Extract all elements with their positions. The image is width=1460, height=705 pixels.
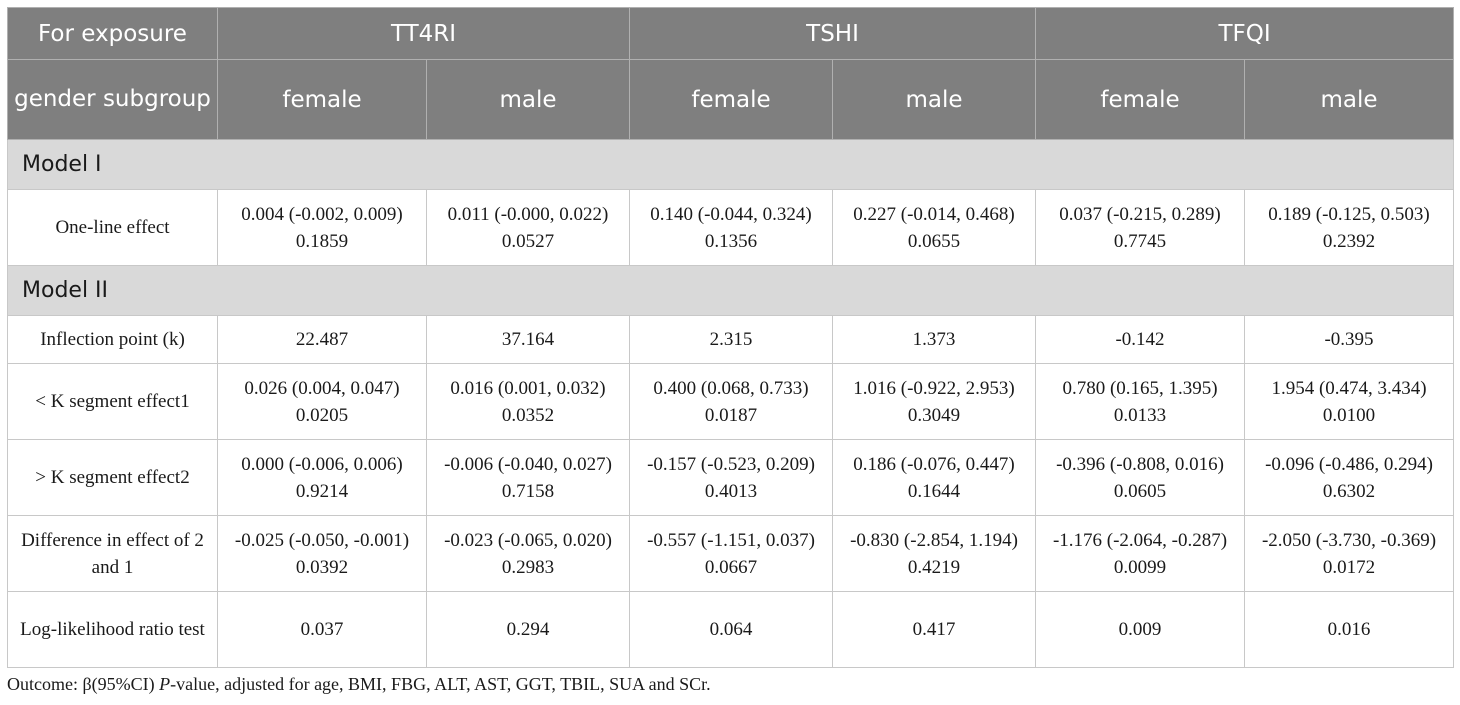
row-label: > K segment effect2: [7, 439, 218, 516]
subgroup-col-header: female: [1035, 59, 1246, 140]
footnote-pvalue: P: [159, 674, 171, 694]
exposure-header: For exposure: [7, 7, 218, 60]
table-cell: -0.096 (-0.486, 0.294) 0.6302: [1244, 439, 1455, 516]
table-cell: 0.186 (-0.076, 0.447) 0.1644: [831, 439, 1037, 516]
table-cell: 0.780 (0.165, 1.395) 0.0133: [1035, 363, 1246, 440]
table-cell: 0.016 (0.001, 0.032) 0.0352: [426, 363, 630, 440]
model-i-section-row: Model I: [6, 139, 1455, 190]
table-cell: 0.011 (-0.000, 0.022) 0.0527: [426, 189, 630, 266]
table-cell: 0.417: [831, 591, 1037, 668]
table-cell: -0.557 (-1.151, 0.037) 0.0667: [629, 515, 833, 592]
table-cell: 37.164: [426, 315, 630, 364]
table-row: Inflection point (k) 22.487 37.164 2.315…: [7, 315, 1455, 364]
footnote-suffix: -value, adjusted for age, BMI, FBG, ALT,…: [170, 674, 711, 694]
table-cell: 1.954 (0.474, 3.434) 0.0100: [1244, 363, 1455, 440]
table-row: Difference in effect of 2 and 1 -0.025 (…: [7, 515, 1455, 592]
table-cell: 2.315: [629, 315, 833, 364]
row-label: Difference in effect of 2 and 1: [7, 515, 218, 592]
table-cell: -0.142: [1035, 315, 1246, 364]
header-row-subgroups: gender subgroup female male female male …: [7, 59, 1455, 140]
table-cell: -2.050 (-3.730, -0.369) 0.0172: [1244, 515, 1455, 592]
table-cell: 1.016 (-0.922, 2.953) 0.3049: [831, 363, 1037, 440]
table-cell: 0.037: [217, 591, 427, 668]
results-table-container: For exposure TT4RI TSHI TFQI gender subg…: [6, 7, 1455, 668]
table-cell: 0.294: [426, 591, 630, 668]
row-label: Inflection point (k): [7, 315, 218, 364]
footnote-prefix: Outcome: β(95%CI): [7, 674, 160, 694]
table-cell: -0.830 (-2.854, 1.194) 0.4219: [831, 515, 1037, 592]
table-cell: -0.023 (-0.065, 0.020) 0.2983: [426, 515, 630, 592]
table-row: < K segment effect1 0.026 (0.004, 0.047)…: [7, 363, 1455, 440]
table-cell: -0.025 (-0.050, -0.001) 0.0392: [217, 515, 427, 592]
table-cell: 0.037 (-0.215, 0.289) 0.7745: [1035, 189, 1246, 266]
model-i-title: Model I: [6, 139, 1455, 190]
table-cell: 0.004 (-0.002, 0.009) 0.1859: [217, 189, 427, 266]
table-cell: 0.000 (-0.006, 0.006) 0.9214: [217, 439, 427, 516]
model-ii-title: Model II: [6, 265, 1455, 316]
table-cell: 0.140 (-0.044, 0.324) 0.1356: [629, 189, 833, 266]
header-row-groups: For exposure TT4RI TSHI TFQI: [7, 7, 1455, 60]
table-row: One-line effect 0.004 (-0.002, 0.009) 0.…: [7, 189, 1455, 266]
table-cell: 0.400 (0.068, 0.733) 0.0187: [629, 363, 833, 440]
group-header-tt4ri: TT4RI: [217, 7, 630, 60]
table-cell: 0.026 (0.004, 0.047) 0.0205: [217, 363, 427, 440]
subgroup-col-header: male: [831, 59, 1037, 140]
table-cell: -0.395: [1244, 315, 1455, 364]
table-cell: 0.016: [1244, 591, 1455, 668]
subgroup-header: gender subgroup: [7, 59, 218, 140]
table-cell: -1.176 (-2.064, -0.287) 0.0099: [1035, 515, 1246, 592]
table-cell: 1.373: [831, 315, 1037, 364]
table-cell: 0.227 (-0.014, 0.468) 0.0655: [831, 189, 1037, 266]
row-label: < K segment effect1: [7, 363, 218, 440]
table-row: Log-likelihood ratio test 0.037 0.294 0.…: [7, 591, 1455, 668]
table-cell: -0.396 (-0.808, 0.016) 0.0605: [1035, 439, 1246, 516]
results-table: For exposure TT4RI TSHI TFQI gender subg…: [6, 7, 1455, 668]
table-cell: 0.009: [1035, 591, 1246, 668]
table-cell: 0.189 (-0.125, 0.503) 0.2392: [1244, 189, 1455, 266]
row-label: Log-likelihood ratio test: [7, 591, 218, 668]
table-cell: -0.006 (-0.040, 0.027) 0.7158: [426, 439, 630, 516]
table-cell: -0.157 (-0.523, 0.209) 0.4013: [629, 439, 833, 516]
table-row: > K segment effect2 0.000 (-0.006, 0.006…: [7, 439, 1455, 516]
table-footnote: Outcome: β(95%CI) P-value, adjusted for …: [7, 674, 711, 695]
subgroup-col-header: male: [426, 59, 630, 140]
model-ii-section-row: Model II: [6, 265, 1455, 316]
subgroup-col-header: female: [629, 59, 833, 140]
group-header-tfqi: TFQI: [1035, 7, 1455, 60]
row-label: One-line effect: [7, 189, 218, 266]
table-cell: 22.487: [217, 315, 427, 364]
group-header-tshi: TSHI: [628, 7, 1037, 60]
table-cell: 0.064: [629, 591, 833, 668]
subgroup-col-header: male: [1244, 59, 1455, 140]
subgroup-col-header: female: [217, 59, 427, 140]
